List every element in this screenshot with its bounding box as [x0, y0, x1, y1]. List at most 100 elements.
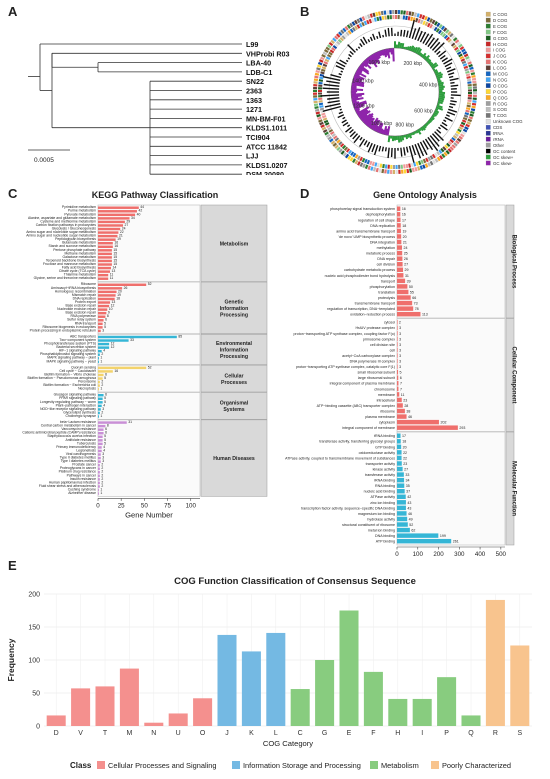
value-label: 22: [403, 451, 407, 455]
cog-function-chart: 0 50 100 150 200 D V T M N U O J K L C G E F H I P Q R S COG Cate…: [6, 592, 532, 770]
gc-content-mark: [363, 140, 368, 146]
gc-content-mark: [431, 41, 441, 51]
gc-content-mark: [360, 38, 366, 46]
bar: [397, 262, 403, 267]
gc-skew-mark: [383, 49, 388, 58]
value-label: 12: [111, 342, 115, 346]
cog-feature: [415, 17, 419, 23]
gc-content-mark: [347, 44, 356, 53]
bar: [397, 455, 402, 461]
gc-skew-mark: [435, 73, 444, 78]
category-label: magnesium ion binding: [358, 512, 395, 516]
bar: [412, 698, 432, 726]
gc-content-mark: [447, 111, 456, 116]
cog-feature: [327, 53, 332, 58]
bar: [98, 224, 124, 227]
legend-label: J COG: [493, 54, 507, 59]
value-label: 11: [401, 393, 405, 397]
cog-feature: [434, 158, 439, 163]
legend-swatch: [485, 136, 491, 142]
legend-label: Other: [493, 143, 505, 148]
value-label: 5: [104, 325, 106, 329]
cog-feature: [330, 140, 336, 145]
x-tick-label: Q: [468, 730, 474, 737]
value-label: 1: [100, 356, 102, 360]
legend-swatch: [485, 124, 491, 130]
gc-skew-mark: [411, 131, 415, 136]
gc-content-mark: [339, 59, 347, 65]
gc-skew-mark: [428, 61, 433, 65]
gc-skew-mark: [359, 110, 371, 120]
gc-content-mark: [336, 61, 346, 68]
gc-content-mark: [436, 128, 442, 134]
x-axis-title: Gene Number: [125, 510, 173, 519]
gc-content-mark: [427, 37, 435, 48]
category-label: DNA polymerase III complex: [350, 360, 396, 364]
cog-feature: [324, 58, 330, 63]
gc-skew-mark: [410, 132, 414, 136]
value-label: 202: [440, 421, 446, 425]
gc-content-mark: [448, 108, 458, 113]
gc-skew-mark: [425, 57, 430, 62]
bar: [397, 369, 399, 375]
gc-content-mark: [411, 145, 417, 156]
value-label: 2: [101, 463, 103, 467]
gc-skew-mark: [379, 128, 384, 134]
bar: [397, 439, 401, 444]
value-label: 113: [422, 313, 428, 317]
cog-feature: [352, 152, 357, 158]
gc-skew-mark: [369, 54, 377, 64]
cog-feature: [315, 69, 320, 74]
cog-feature: [339, 143, 345, 148]
gc-skew-mark: [357, 67, 363, 73]
gc-skew-mark: [372, 119, 381, 132]
category-label: Aminoacyl−tRNA biosynthesis: [51, 286, 96, 290]
gc-content-mark: [429, 135, 440, 147]
bar: [397, 245, 402, 250]
cog-feature: [340, 29, 345, 35]
category-label: ATP binding: [376, 540, 395, 544]
cog-feature: [440, 147, 445, 153]
gc-skew-mark: [376, 51, 381, 59]
cog-feature: [359, 17, 363, 22]
gc-content-mark: [342, 121, 349, 127]
cog-feature: [449, 40, 454, 45]
category-label: HIF−1 signaling pathway: [59, 349, 97, 353]
legend-label: CDS: [493, 125, 502, 130]
cog-feature: [366, 14, 371, 19]
value-label: 50: [409, 285, 413, 289]
group-label: Cellular Component: [511, 346, 517, 403]
value-label: 46: [408, 415, 412, 419]
value-label: 6: [105, 393, 107, 397]
gc-content-mark: [345, 59, 349, 63]
bar: [98, 384, 100, 387]
bar: [98, 478, 100, 481]
category-label: Legionellosis: [76, 448, 96, 452]
bar: [397, 494, 406, 499]
legend-swatch: [485, 23, 491, 29]
cog-feature: [411, 167, 415, 173]
gc-content-mark: [347, 57, 351, 60]
panel-b-label: B: [300, 4, 310, 19]
x-tick-label: V: [78, 730, 83, 737]
cog-feature: [436, 156, 441, 162]
category-label: proton−transporting ATP synthase complex…: [296, 365, 395, 369]
gc-content-mark: [431, 133, 440, 142]
gc-content-mark: [439, 124, 448, 131]
taxon-label: KLDS1.0207: [246, 161, 288, 170]
category-label: structural constituent of ribosome: [342, 523, 395, 527]
cog-feature: [417, 18, 421, 24]
gc-skew-mark: [427, 59, 432, 64]
x-tick-label: I: [421, 730, 423, 737]
gc-content-mark: [337, 114, 345, 119]
category-label: GTP binding: [375, 445, 395, 449]
category-label: Homologous recombination: [55, 289, 96, 293]
cog-feature: [445, 36, 451, 41]
value-label: 5: [104, 376, 106, 380]
gc-content-mark: [438, 50, 447, 58]
cog-feature: [321, 112, 326, 116]
gc-skew-mark: [353, 75, 363, 81]
gc-content-mark: [417, 30, 423, 42]
category-label: Ribosome: [81, 282, 96, 286]
bar: [98, 308, 108, 311]
